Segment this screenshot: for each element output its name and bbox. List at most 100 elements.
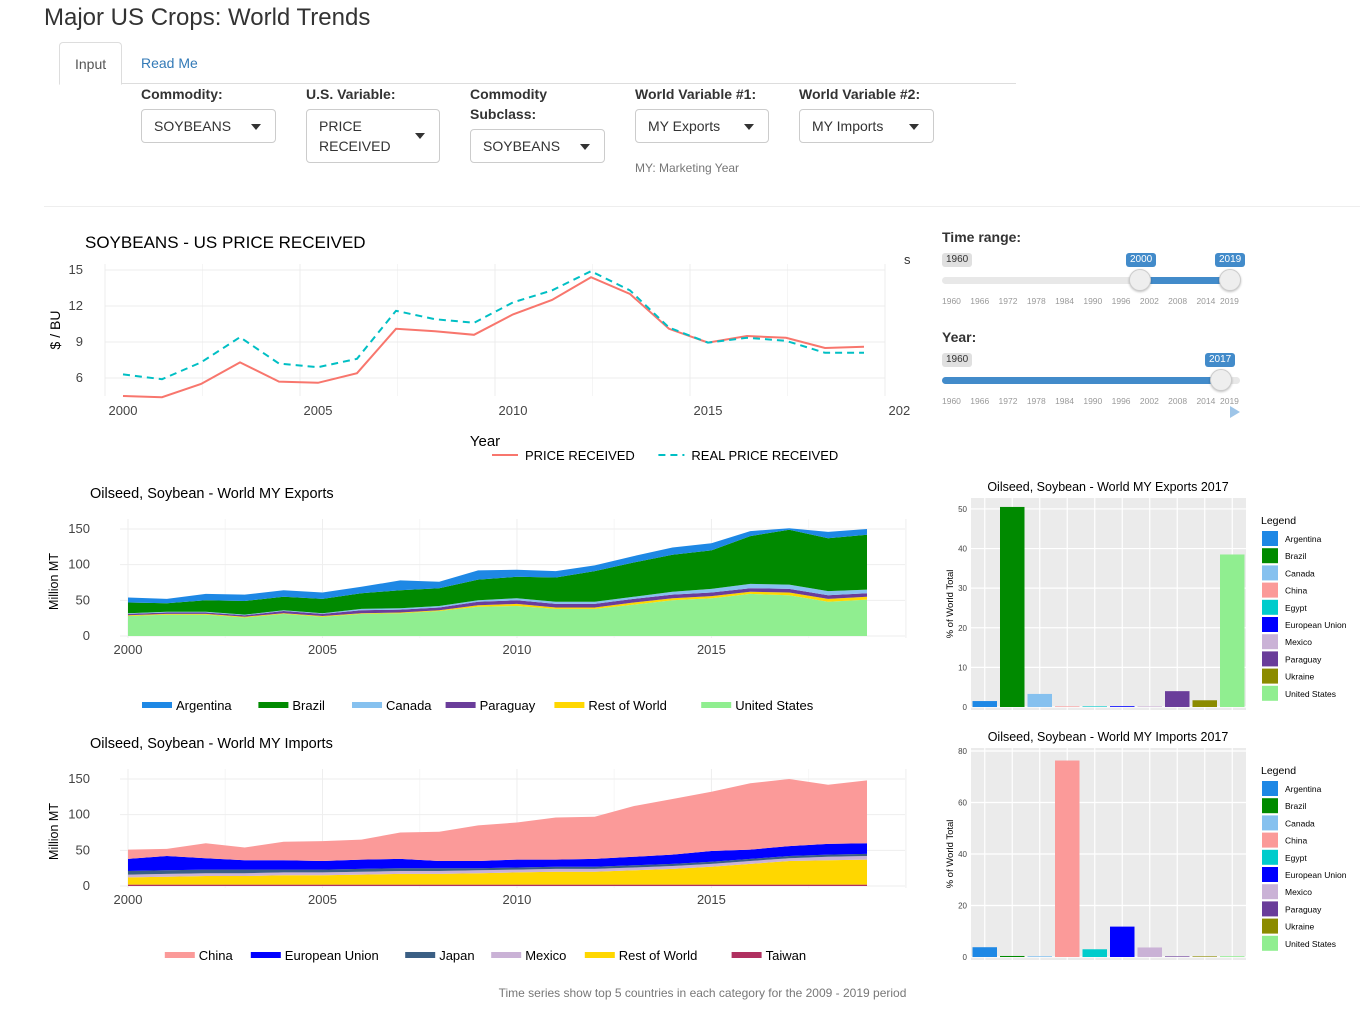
y-tick-label: 150 <box>68 521 90 536</box>
year-value-label: 2017 <box>1205 353 1236 367</box>
legend-label: Paraguay <box>1285 904 1322 914</box>
y-tick-label: 30 <box>958 584 967 593</box>
world-var2-select[interactable]: MY Imports <box>799 109 934 143</box>
area-united-states <box>128 593 867 636</box>
legend-swatch <box>1262 849 1278 865</box>
world-var1-value: MY Exports <box>648 118 721 134</box>
exports-area-chart: Oilseed, Soybean - World MY Exports 0 50 10… <box>47 486 907 713</box>
legend-label: PRICE RECEIVED <box>525 448 635 463</box>
chart-title: Oilseed, Soybean - World MY Exports 2017 <box>987 480 1228 494</box>
play-icon[interactable] <box>1229 406 1241 418</box>
time-range-to-handle[interactable] <box>1219 269 1241 291</box>
x-tick-label: 2005 <box>308 892 337 907</box>
tab-read-me[interactable]: Read Me <box>141 55 198 71</box>
legend-swatch <box>352 702 382 708</box>
legend-swatch <box>1262 685 1278 701</box>
y-tick-label: 0 <box>83 628 90 643</box>
legend-swatch <box>142 702 172 708</box>
subclass-value: SOYBEANS <box>483 138 561 154</box>
legend-title: Legend <box>1261 765 1296 777</box>
y-tick-label: 150 <box>68 771 90 786</box>
y-tick-label: 15 <box>69 262 83 277</box>
legend-label: United States <box>1285 689 1336 699</box>
footer-note: Time series show top 5 countries in each… <box>498 986 907 1000</box>
slider-tick-label: 1978 <box>1026 396 1046 406</box>
slider-tick-label: 1966 <box>970 396 990 406</box>
commodity-label: Commodity: <box>141 86 223 102</box>
legend-swatch <box>1262 617 1278 632</box>
commodity-select[interactable]: SOYBEANS <box>141 109 276 143</box>
legend-swatch <box>1262 918 1278 934</box>
area-china <box>128 779 867 861</box>
y-tick-label: 80 <box>958 747 967 756</box>
legend-label: Mexico <box>1285 637 1312 647</box>
legend-swatch <box>1262 815 1278 831</box>
legend-label: China <box>1285 586 1307 596</box>
time-range-selected-bar <box>1140 277 1230 284</box>
legend-label: European Union <box>1285 620 1347 630</box>
tab-input[interactable]: Input <box>59 42 123 85</box>
chevron-down-icon <box>580 144 590 150</box>
x-tick-label: 2015 <box>697 642 726 657</box>
slider-tick-label: 2002 <box>1139 396 1159 406</box>
time-range-to-label: 2019 <box>1215 253 1246 267</box>
x-tick-label: 2005 <box>304 403 333 418</box>
x-tick-label: 2010 <box>502 892 531 907</box>
slider-tick-label: 1972 <box>998 396 1018 406</box>
slider-tick-label: 1960 <box>942 396 961 406</box>
legend-label: Rest of World <box>619 948 698 963</box>
legend-label: Mexico <box>1285 887 1312 897</box>
chevron-down-icon <box>909 124 919 130</box>
chart-title: SOYBEANS - US PRICE RECEIVED <box>85 233 366 252</box>
bar-china <box>1055 760 1080 957</box>
year-handle[interactable] <box>1209 369 1232 391</box>
year-selected-bar <box>942 377 1221 384</box>
area-mexico <box>128 856 867 878</box>
series-line <box>122 276 865 399</box>
slider-tick-label: 1978 <box>1026 296 1046 306</box>
tab-bar: Input Read Me <box>59 42 1016 85</box>
time-range-from-handle[interactable] <box>1129 269 1152 291</box>
x-tick-label: 2000 <box>114 892 143 907</box>
x-axis-title: Year <box>470 433 500 450</box>
slider-tick-label: 1972 <box>998 296 1018 306</box>
bar-canada <box>1027 693 1052 707</box>
legend-label: European Union <box>285 948 379 963</box>
us-variable-value-line1: PRICE <box>319 118 362 134</box>
commodity-value: SOYBEANS <box>154 118 232 134</box>
legend-label: United States <box>735 698 814 713</box>
us-variable-label: U.S. Variable: <box>306 86 396 102</box>
divider <box>44 206 1360 207</box>
legend-label: Rest of World <box>588 698 667 713</box>
legend-label: Taiwan <box>766 948 806 963</box>
time-range-track[interactable] <box>942 277 1240 284</box>
us-variable-select[interactable]: PRICE RECEIVED <box>306 109 440 163</box>
y-tick-label: 50 <box>958 505 967 514</box>
legend-label: Argentina <box>1285 784 1322 794</box>
legend-label: China <box>199 948 234 963</box>
legend-label: Egypt <box>1285 853 1307 863</box>
bar-united-states <box>1220 956 1245 957</box>
slider-tick-label: 1984 <box>1055 296 1074 306</box>
legend-swatch <box>1262 884 1278 900</box>
legend-label: Paraguay <box>480 698 536 713</box>
chart-title: Oilseed, Soybean - World MY Exports <box>90 486 334 502</box>
bar-paraguay <box>1165 691 1190 707</box>
legend-swatch <box>250 952 281 958</box>
x-tick-label: 2020 <box>889 403 910 418</box>
slider-tick-label: 1996 <box>1111 396 1131 406</box>
slider-tick-label: 2008 <box>1168 396 1188 406</box>
y-tick-label: 6 <box>76 370 83 385</box>
world-var1-select[interactable]: MY Exports <box>635 109 769 143</box>
legend-label: Mexico <box>525 948 566 963</box>
bar-argentina <box>972 947 997 957</box>
legend-swatch <box>731 952 762 958</box>
chevron-down-icon <box>415 133 425 139</box>
slider-tick-label: 2008 <box>1168 296 1188 306</box>
area-canada <box>128 583 867 616</box>
bar-canada <box>1027 956 1052 957</box>
world-var2-label: World Variable #2: <box>799 86 921 102</box>
y-tick-label: 20 <box>958 624 967 633</box>
y-tick-label: 50 <box>76 842 90 857</box>
subclass-select[interactable]: SOYBEANS <box>470 129 605 163</box>
